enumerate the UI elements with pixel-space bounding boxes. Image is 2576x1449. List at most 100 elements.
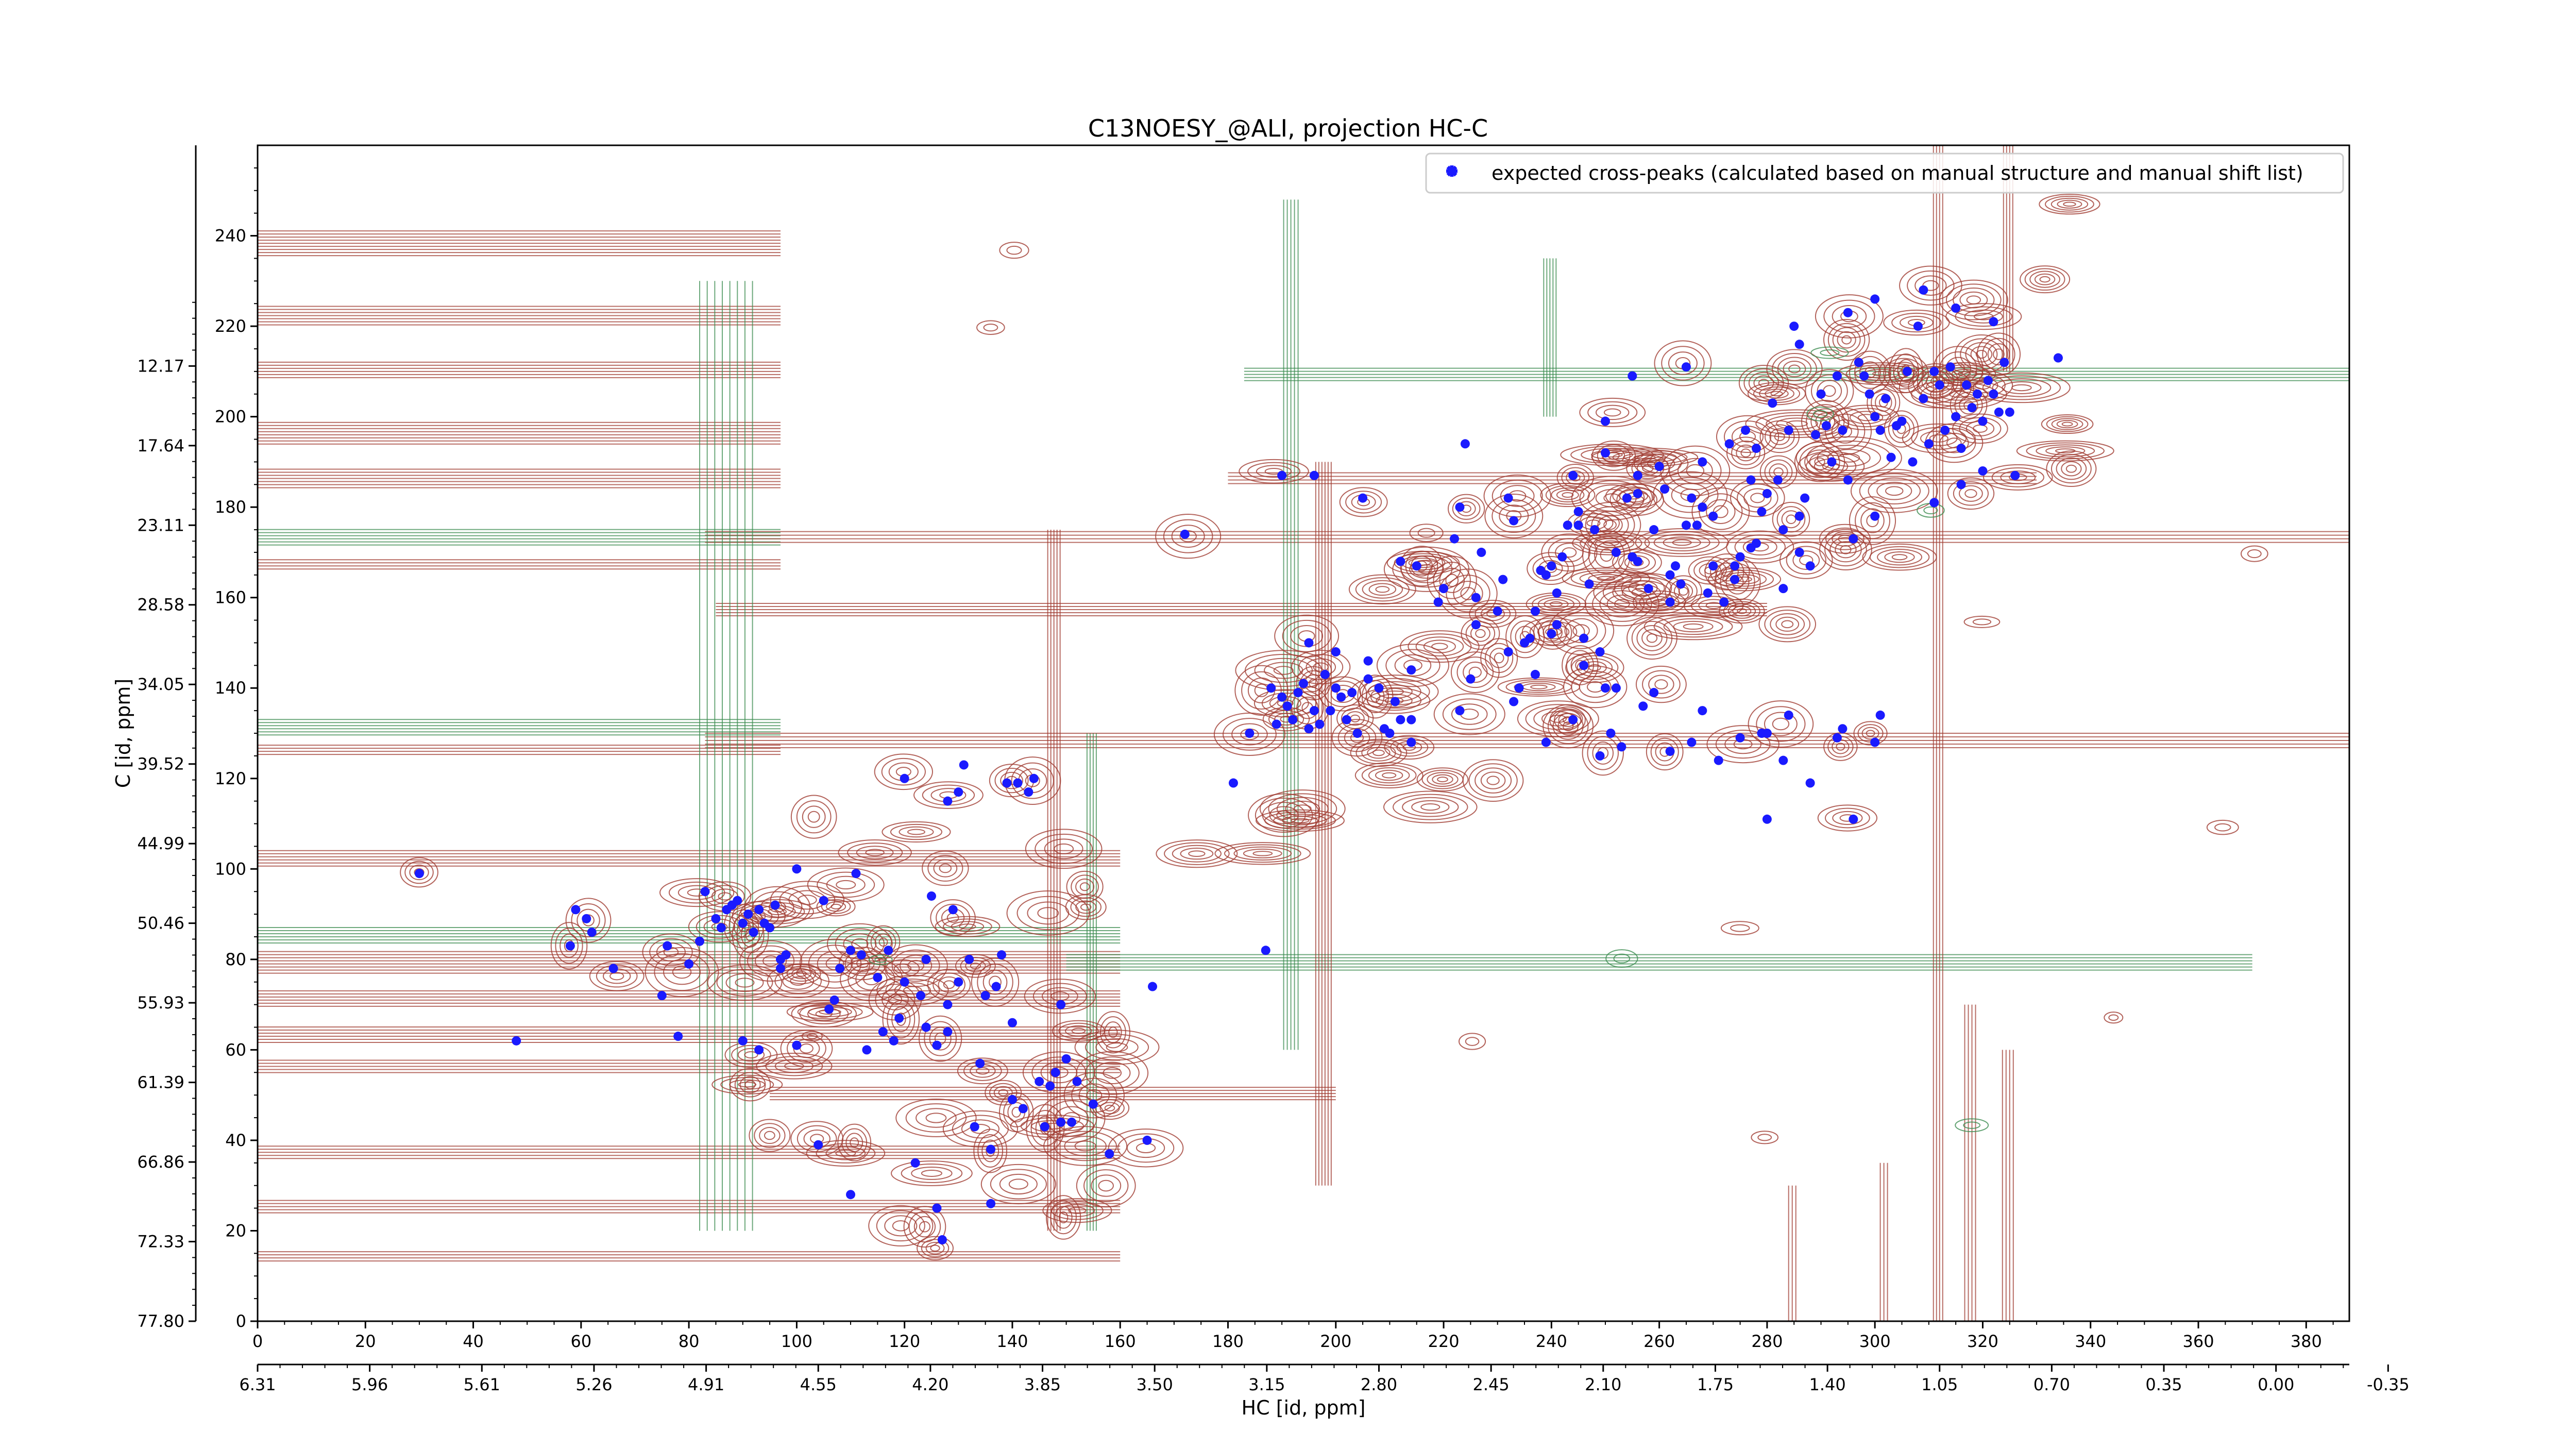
contour-peak [1489,648,1509,668]
contour-peak [1888,362,1919,386]
contour-peak [1631,457,1665,479]
contour-peak [1252,851,1273,856]
contour-peak [939,863,952,873]
cross-peak-marker [711,914,721,923]
cross-peak-marker [1509,697,1519,706]
contour-peak [933,859,958,878]
contour-peak [1672,539,1692,546]
contour-peak [1592,585,1652,622]
contour-peak [1730,479,1785,517]
contour-peak [1483,474,1551,518]
contour-peak [2063,201,2076,207]
contour-peak [1313,662,1329,672]
cross-peak-marker [1007,1094,1017,1104]
y-ppm-tick-label: 34.05 [137,675,184,694]
contour-peak [1452,497,1481,520]
cross-peak-marker [1557,552,1567,562]
contour-peak [1556,464,1594,492]
cross-peak-marker [1277,470,1287,480]
contour-peak [1079,882,1090,891]
contour-peak [1671,483,1709,508]
contour-peak [1385,687,1404,696]
cross-peak-marker [1460,439,1470,449]
contour-peak [645,947,719,998]
contour-peak [2050,197,2089,211]
contour-peak [1415,636,1464,656]
contour-peak [1561,467,1590,488]
contour-peak [1450,651,1500,693]
contour-peak [1883,358,1924,390]
cross-peak-marker [1007,1018,1017,1027]
cross-peak-marker [1315,719,1325,729]
contour-peak [1715,569,1774,589]
y-ppm-tick-label: 66.86 [137,1152,184,1172]
contour-peak [1955,334,2008,374]
contour-peak [1820,349,1840,357]
contour-peak [1992,378,2052,397]
x-index-tick-label: 260 [1643,1332,1675,1351]
cross-peak-marker [770,900,780,910]
contour-peak [869,954,893,966]
contour-peak [1646,733,1684,771]
cross-peak-marker [1870,511,1880,521]
contour-peak [1953,288,1995,313]
contour-peak [1624,555,1650,570]
cross-peak-marker [582,914,591,923]
contour-peak [1859,473,1929,509]
cross-peak-marker [1816,389,1826,399]
contour-peak [1532,556,1569,581]
cross-peak-marker [1611,683,1621,693]
contour-peak [1720,921,1759,936]
cross-peak-marker [1881,394,1891,403]
cross-peak-marker [1908,457,1918,467]
contour-peak [1008,1178,1028,1190]
cross-peak-marker [1956,480,1966,490]
x-index-tick-label: 220 [1428,1332,1460,1351]
contour-peak [868,1205,934,1246]
contour-peak [1580,533,1642,553]
contour-peak [752,891,803,923]
cross-peak-marker [1643,584,1653,594]
contour-peak [1661,346,1705,381]
cross-peak-marker [851,869,861,879]
contour-peak [1239,459,1309,484]
contour-peak [404,861,434,884]
contour-peak [1653,615,1733,638]
x-ppm-tick-label: 1.05 [1921,1375,1958,1394]
contour-peak [921,1239,950,1258]
y-index-tick-label: 80 [225,950,246,969]
contour-peak [1054,1131,1117,1161]
contour-peak [985,1080,1022,1106]
contour-peak [905,1103,967,1133]
contour-peak [1054,1206,1073,1229]
contour-peak [1654,679,1668,689]
contour-peak [1606,594,1637,613]
contour-peak [1551,487,1585,502]
cross-peak-marker [1449,534,1459,544]
contour-peak [1445,574,1459,587]
cross-peak-marker [716,923,726,933]
cross-peak-marker [1746,543,1756,553]
cross-peak-marker [1374,683,1384,693]
contour-peak [1914,275,1947,296]
cross-peak-marker [1148,982,1158,991]
contour-peak [1037,907,1059,919]
contour-peak [925,1113,947,1123]
contour-peak [2051,418,2083,430]
contour-peak [930,1244,940,1252]
contour-peak [1255,809,1345,832]
contour-peak [1247,462,1300,481]
cross-peak-marker [1983,376,1993,385]
cross-peak-marker [1886,452,1896,462]
cross-peak-marker [932,1203,942,1213]
x-ppm-tick-label: 4.20 [912,1375,948,1394]
contour-peak [1368,767,1410,784]
contour-peak [731,1044,771,1065]
cross-peak-marker [1579,633,1589,643]
contour-peak [913,1216,936,1238]
cross-peak-marker [1056,1117,1066,1127]
cross-peak-marker [1509,516,1519,526]
cross-peak-marker [657,991,667,1001]
contour-peak [827,923,893,965]
